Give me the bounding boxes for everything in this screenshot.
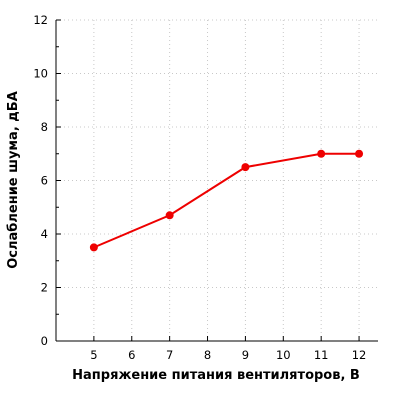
series (89, 149, 364, 252)
x-tick-label: 12 (352, 348, 367, 362)
data-point (241, 163, 250, 172)
x-tick-label: 8 (204, 348, 211, 362)
y-tick-label: 0 (41, 334, 48, 348)
x-axis-label: Напряжение питания вентиляторов, В (72, 368, 360, 383)
y-tick-label: 6 (41, 174, 48, 188)
x-tick-label: 11 (314, 348, 329, 362)
data-point (355, 149, 364, 158)
x-tick-label: 5 (90, 348, 97, 362)
x-tick-label: 9 (242, 348, 249, 362)
y-tick-label: 8 (41, 120, 48, 134)
y-tick-label: 2 (41, 281, 48, 295)
x-tick-label: 7 (166, 348, 173, 362)
data-point (165, 211, 174, 220)
x-tick-label: 6 (128, 348, 135, 362)
y-tick-label: 4 (41, 227, 48, 241)
y-axis-label: Ослабление шума, дБА (6, 91, 21, 269)
grid (56, 19, 378, 341)
series-line (93, 152, 360, 249)
y-tick-label: 12 (33, 13, 48, 27)
data-point (317, 149, 326, 158)
data-point (89, 243, 98, 252)
x-tick-label: 10 (276, 348, 291, 362)
ticks: 0 2 4 6 8 10 12 5 6 7 8 9 10 11 12 (33, 13, 366, 362)
y-tick-label: 10 (33, 67, 48, 81)
